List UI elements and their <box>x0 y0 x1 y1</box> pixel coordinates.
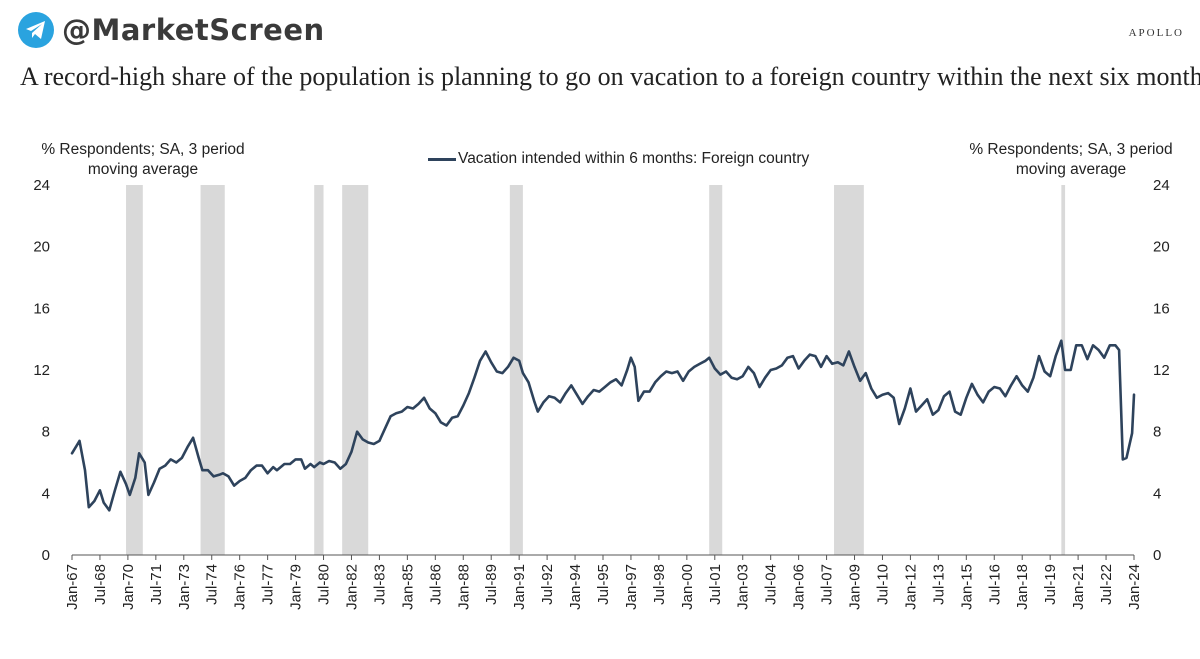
recession-band <box>834 185 864 555</box>
x-tick-label: Jul-92 <box>539 564 556 605</box>
x-tick-label: Jul-68 <box>92 564 109 605</box>
x-tick-label: Jul-80 <box>316 564 333 605</box>
chart-title: A record-high share of the population is… <box>20 62 1200 91</box>
x-tick-label: Jul-89 <box>483 564 500 605</box>
x-tick-label: Jul-19 <box>1042 564 1059 605</box>
x-tick-label: Jan-94 <box>567 564 584 610</box>
brand-logo: @MarketScreen <box>18 10 325 50</box>
x-tick-label: Jan-03 <box>735 564 752 610</box>
x-tick-label: Jul-22 <box>1098 564 1115 605</box>
publisher-name: APOLLO <box>1128 27 1184 39</box>
y-tick-label-right: 20 <box>1153 239 1170 256</box>
x-tick-label: Jul-77 <box>260 564 277 605</box>
y-tick-label-left: 24 <box>33 177 50 194</box>
x-tick-label: Jan-15 <box>958 564 975 610</box>
x-tick-label: Jul-16 <box>986 564 1003 605</box>
x-tick-label: Jan-73 <box>176 564 193 610</box>
y-tick-label-right: 16 <box>1153 300 1170 317</box>
x-tick-label: Jan-06 <box>791 564 808 610</box>
recession-band <box>509 185 523 555</box>
brand-name: @MarketScreen <box>62 13 325 47</box>
x-tick-label: Jan-18 <box>1014 564 1031 610</box>
x-tick-label: Jan-21 <box>1070 564 1087 610</box>
x-tick-label: Jan-82 <box>343 564 360 610</box>
recession-band <box>314 185 324 555</box>
recession-band <box>200 185 225 555</box>
x-tick-label: Jan-24 <box>1126 564 1143 610</box>
x-tick-label: Jul-83 <box>371 564 388 605</box>
series-layer <box>70 339 1136 512</box>
y-tick-label-right: 24 <box>1153 177 1170 194</box>
recession-bands <box>126 185 1066 555</box>
telegram-icon <box>18 12 54 48</box>
x-tick-label: Jul-07 <box>819 564 836 605</box>
y-tick-label-right: 12 <box>1153 362 1170 379</box>
x-tick-label: Jul-04 <box>763 564 780 605</box>
series-line-foreign-vacation <box>70 339 1136 512</box>
y-tick-label-right: 0 <box>1153 547 1161 564</box>
x-tick-label: Jul-71 <box>148 564 165 605</box>
x-tick-label: Jan-97 <box>623 564 640 610</box>
legend-swatch <box>428 157 456 161</box>
x-tick-label: Jan-70 <box>120 564 137 610</box>
x-tick-label: Jul-74 <box>204 564 221 605</box>
x-tick-label: Jul-86 <box>427 564 444 605</box>
y-tick-label-right: 4 <box>1153 485 1161 502</box>
y-tick-label-right: 8 <box>1153 424 1161 441</box>
recession-band <box>126 185 143 555</box>
x-tick-label: Jan-88 <box>455 564 472 610</box>
x-tick-label: Jan-91 <box>511 564 528 610</box>
y-tick-label-left: 12 <box>33 362 50 379</box>
x-tick-label: Jan-85 <box>399 564 416 610</box>
recession-band <box>1061 185 1066 555</box>
x-tick-label: Jul-13 <box>930 564 947 605</box>
left-axis-label: % Respondents; SA, 3 period moving avera… <box>41 141 245 178</box>
x-tick-label: Jan-67 <box>64 564 81 610</box>
axes: 0 0 4 4 8 8 12 12 16 16 20 20 24 24 Jan-67 Jul-68 Jan-70… <box>33 177 1169 610</box>
x-tick-label: Jan-00 <box>679 564 696 610</box>
x-tick-label: Jan-09 <box>847 564 864 610</box>
y-tick-label-left: 8 <box>42 424 50 441</box>
x-tick-label: Jan-79 <box>288 564 305 610</box>
y-tick-label-left: 16 <box>33 300 50 317</box>
y-tick-label-left: 4 <box>42 485 50 502</box>
y-tick-label-left: 0 <box>42 547 50 564</box>
recession-band <box>342 185 369 555</box>
x-tick-label: Jan-76 <box>232 564 249 610</box>
legend-label: Vacation intended within 6 months: Forei… <box>458 150 810 167</box>
x-tick-label: Jul-01 <box>707 564 724 605</box>
x-tick-label: Jul-98 <box>651 564 668 605</box>
y-tick-label-left: 20 <box>33 239 50 256</box>
x-tick-label: Jul-10 <box>874 564 891 605</box>
chart-legend: Vacation intended within 6 months: Forei… <box>428 150 809 168</box>
x-tick-label: Jan-12 <box>902 564 919 610</box>
x-tick-label: Jul-95 <box>595 564 612 605</box>
right-axis-label: % Respondents; SA, 3 period moving avera… <box>969 141 1173 178</box>
